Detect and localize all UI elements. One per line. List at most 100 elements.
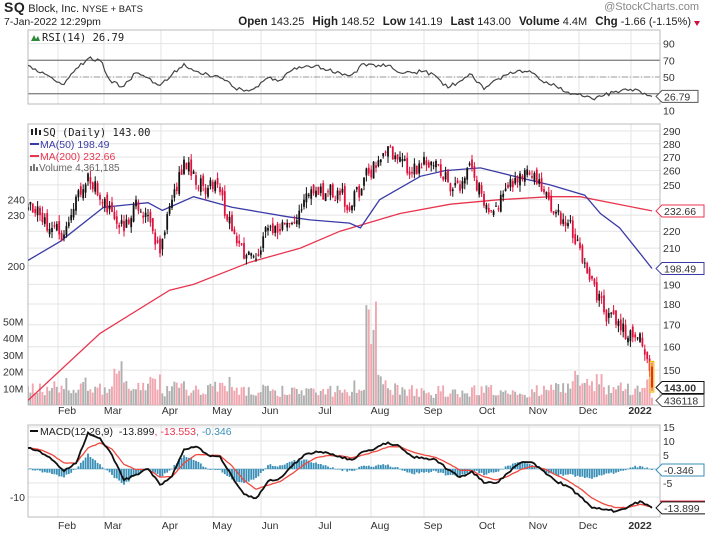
volume-bar	[540, 394, 543, 405]
volume-bar	[588, 385, 591, 405]
macd-histogram-bar	[379, 465, 382, 469]
macd-histogram-bar	[96, 462, 99, 469]
candle-body	[466, 168, 469, 180]
macd-histogram-bar	[58, 469, 61, 477]
macd-histogram-bar	[504, 466, 507, 469]
macd-histogram-bar	[552, 469, 555, 475]
macd-histogram-bar	[267, 465, 269, 469]
volume-bar	[396, 385, 399, 405]
candle-body	[29, 202, 32, 205]
volume-bar	[276, 395, 279, 405]
volume-bar	[538, 395, 541, 405]
macd-histogram-bar	[341, 469, 344, 472]
macd-histogram-bar	[305, 459, 308, 469]
volume-bar	[264, 386, 267, 405]
macd-histogram-bar	[600, 469, 603, 476]
macd-histogram-bar	[447, 469, 449, 476]
macd-histogram-bar	[108, 469, 111, 473]
macd-histogram-bar	[168, 469, 171, 471]
candle-body	[492, 210, 495, 215]
volume-bar	[175, 382, 178, 405]
candle-body	[574, 234, 577, 244]
chart-title: SQ Block, Inc. NYSE + BATS	[4, 0, 143, 17]
macd-histogram-bar	[399, 469, 401, 470]
macd-histogram-bar	[324, 465, 327, 469]
volume-bar	[51, 387, 53, 405]
price-tick-label: 270	[663, 152, 681, 164]
macd-histogram-bar	[231, 469, 233, 480]
volume-bar	[168, 391, 171, 405]
macd-histogram-bar	[151, 469, 154, 473]
volume-bar	[132, 388, 135, 405]
ma200-value-tag-box	[655, 204, 705, 218]
volume-bar	[391, 394, 394, 405]
volume-bar	[497, 394, 500, 405]
macd-histogram-bar	[51, 469, 53, 475]
candle-body	[82, 189, 85, 199]
candle-body	[432, 165, 435, 167]
candle-body	[204, 187, 207, 195]
macd-histogram-bar	[545, 469, 548, 474]
macd-histogram-bar	[159, 469, 161, 477]
candle-body	[387, 146, 389, 157]
volume-bar	[358, 389, 361, 405]
macd-histogram-bar	[79, 462, 82, 469]
macd-histogram-bar	[137, 469, 140, 474]
volume-bar	[641, 388, 644, 405]
macd-histogram-bar	[607, 469, 610, 474]
candle-body	[228, 216, 231, 224]
price-panel	[27, 123, 661, 406]
candle-body	[262, 236, 265, 249]
macd-histogram-bar	[461, 469, 464, 475]
legend-separator: ,	[155, 426, 161, 438]
volume-bar	[564, 392, 567, 405]
candle-body	[643, 349, 646, 355]
macd-histogram-bar	[34, 469, 37, 471]
candle-body	[545, 191, 548, 196]
candle-body	[41, 212, 44, 223]
volume-bar	[259, 392, 262, 405]
macd-histogram-bar	[135, 469, 137, 475]
volume-bar	[355, 392, 358, 405]
macd-histogram-bar	[490, 469, 493, 473]
macd-histogram-bar	[204, 467, 207, 469]
candle-body	[435, 161, 437, 168]
volume-bar	[149, 376, 152, 405]
macd-histogram-bar	[523, 462, 526, 469]
candle-body	[269, 226, 272, 228]
volume-bar	[144, 390, 147, 405]
volume-bar	[480, 386, 483, 405]
candle-body	[36, 206, 39, 216]
volume-bar	[183, 381, 185, 405]
month-label: 2022	[628, 405, 652, 417]
price-tick-label: 280	[663, 139, 681, 151]
volume-bar	[317, 395, 320, 405]
macd-histogram-bar	[293, 460, 296, 469]
moving-averages	[28, 167, 653, 401]
candle-body	[555, 211, 557, 214]
volume-bar	[571, 381, 574, 405]
macd-histogram-bar	[209, 469, 212, 470]
macd-histogram-bar	[28, 469, 29, 470]
macd-histogram-bar	[651, 469, 653, 470]
candle-body	[53, 225, 56, 227]
volume-bar	[365, 305, 368, 405]
candle-body	[595, 282, 598, 301]
candle-body	[339, 190, 341, 196]
volume-bar	[454, 389, 457, 405]
volume-bar	[425, 393, 428, 405]
volume-bar	[240, 387, 243, 405]
ma50-legend-text: MA(50) 198.49	[40, 139, 110, 151]
candle-body	[437, 164, 440, 166]
candle-body	[382, 153, 385, 157]
volume-bar	[151, 378, 154, 405]
volume-bar	[286, 395, 289, 405]
candle-body	[571, 220, 574, 239]
volume-bar	[322, 389, 325, 405]
price-tick-label: 290	[663, 126, 681, 138]
candle-body	[125, 219, 128, 228]
quote-datetime: 7-Jan-2022 12:29pm	[4, 16, 101, 28]
candle-body	[646, 352, 649, 360]
candle-body	[312, 184, 315, 194]
